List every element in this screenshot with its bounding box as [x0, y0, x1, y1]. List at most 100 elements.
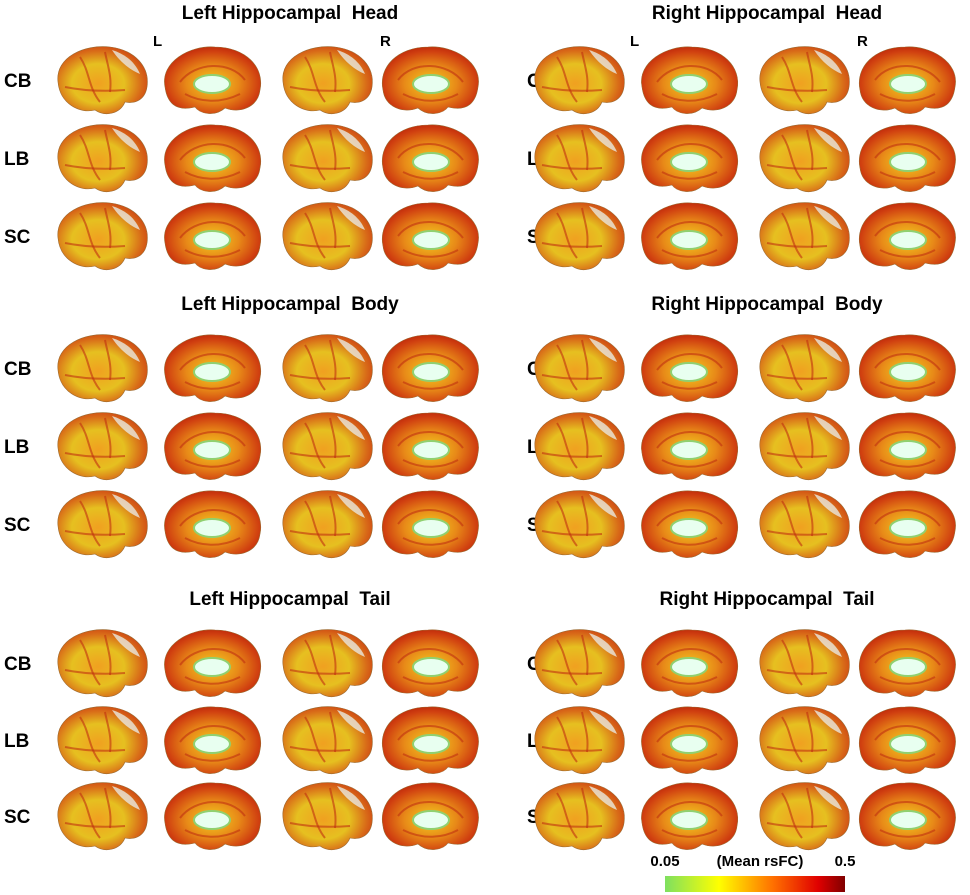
sulcus: [879, 93, 936, 102]
sulcus: [781, 716, 803, 763]
gyrus-pale: [337, 50, 365, 74]
cortex: [57, 334, 148, 403]
cortex: [282, 202, 373, 271]
sulcus: [556, 56, 578, 103]
panel-title: Right Hippocampal Head: [652, 3, 882, 24]
brain-lateral: [57, 706, 148, 775]
hemisphere-label: R: [380, 33, 391, 50]
sulcus: [541, 242, 603, 248]
brain-medial: [858, 782, 956, 850]
brain-lateral: [534, 629, 625, 698]
gyrus-pale: [814, 128, 842, 152]
ventricle: [193, 734, 231, 754]
sulcus: [104, 129, 112, 171]
gyrus-pale: [589, 633, 617, 657]
gyrus-pale: [112, 416, 140, 440]
brain-medial: [858, 334, 956, 402]
sulcus: [806, 207, 814, 249]
sulcus: [64, 86, 126, 92]
sulcus: [556, 792, 578, 839]
sulcus: [104, 51, 112, 93]
ventricle: [412, 657, 450, 677]
sulcus: [397, 65, 464, 83]
ventricle: [412, 230, 450, 250]
sulcus: [766, 746, 828, 752]
brain-lateral: [759, 202, 850, 271]
gyrus-pale: [814, 50, 842, 74]
gyrus-pale: [814, 710, 842, 734]
cortex: [759, 46, 850, 115]
cortex: [57, 124, 148, 193]
sulcus: [79, 56, 101, 103]
gyrus-pale: [112, 633, 140, 657]
sulcus: [781, 422, 803, 469]
ventricle: [193, 810, 231, 830]
sulcus: [104, 634, 112, 676]
sulcus: [541, 746, 603, 752]
sulcus: [304, 56, 326, 103]
sulcus: [661, 537, 718, 546]
brain-medial: [381, 124, 479, 192]
ventricle: [412, 74, 450, 94]
cortex: [57, 629, 148, 698]
sulcus: [397, 221, 464, 239]
sulcus: [656, 725, 723, 743]
ventricle: [412, 362, 450, 382]
sulcus: [184, 93, 241, 102]
sulcus: [289, 452, 351, 458]
ventricle: [670, 74, 708, 94]
sulcus: [397, 431, 464, 449]
brain-lateral: [57, 412, 148, 481]
brain-lateral: [759, 412, 850, 481]
sulcus: [556, 212, 578, 259]
ventricle: [889, 734, 927, 754]
sulcus: [806, 339, 814, 381]
ventricle: [193, 657, 231, 677]
sulcus: [329, 129, 337, 171]
sulcus: [766, 822, 828, 828]
ventricle: [193, 518, 231, 538]
ventricle: [889, 74, 927, 94]
sulcus: [541, 822, 603, 828]
ventricle: [193, 230, 231, 250]
row-label: CB: [4, 359, 31, 380]
sulcus: [329, 207, 337, 249]
brain-medial: [641, 202, 739, 270]
sulcus: [766, 164, 828, 170]
panel-title: Right Hippocampal Tail: [660, 589, 875, 610]
brain-lateral: [534, 706, 625, 775]
brain-medial: [641, 490, 739, 558]
gyrus-pale: [814, 786, 842, 810]
gyrus-pale: [337, 206, 365, 230]
sulcus: [402, 753, 459, 762]
cortex: [759, 202, 850, 271]
gyrus-pale: [112, 128, 140, 152]
sulcus: [556, 344, 578, 391]
sulcus: [104, 787, 112, 829]
gyrus-pale: [589, 416, 617, 440]
sulcus: [402, 829, 459, 838]
brain-medial: [641, 46, 739, 114]
gyrus-pale: [337, 786, 365, 810]
sulcus: [656, 143, 723, 161]
sulcus: [781, 500, 803, 547]
brain-lateral: [759, 46, 850, 115]
brain-lateral: [282, 706, 373, 775]
sulcus: [179, 509, 246, 527]
hemisphere-label: L: [153, 33, 162, 50]
sulcus: [64, 374, 126, 380]
brain-lateral: [534, 334, 625, 403]
sulcus: [656, 221, 723, 239]
brain-medial: [641, 412, 739, 480]
sulcus: [656, 509, 723, 527]
sulcus: [556, 500, 578, 547]
sulcus: [184, 537, 241, 546]
sulcus: [289, 669, 351, 675]
gyrus-pale: [112, 786, 140, 810]
sulcus: [661, 459, 718, 468]
gyrus-pale: [112, 50, 140, 74]
brain-lateral: [282, 412, 373, 481]
colorbar: [665, 876, 845, 892]
gyrus-pale: [112, 206, 140, 230]
sulcus: [661, 381, 718, 390]
